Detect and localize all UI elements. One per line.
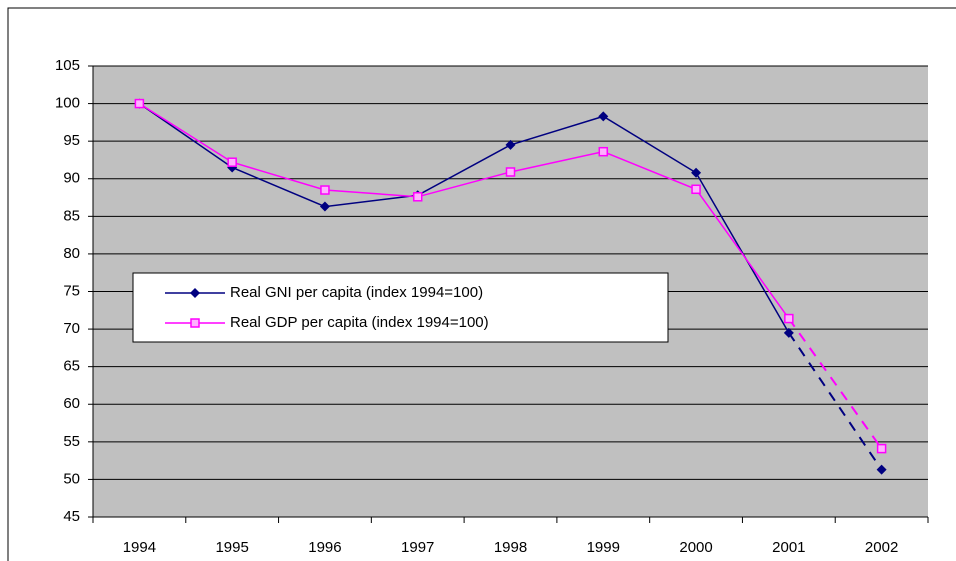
y-tick-label: 90 xyxy=(63,170,80,187)
marker xyxy=(320,185,330,195)
marker xyxy=(190,288,200,298)
series-line-dashed xyxy=(788,332,883,471)
x-tick-label: 1997 xyxy=(401,539,434,556)
x-tick-label: 1994 xyxy=(123,539,156,556)
legend-label: Real GNI per capita (index 1994=100) xyxy=(230,284,483,301)
series-line xyxy=(138,102,790,334)
legend-label: Real GDP per capita (index 1994=100) xyxy=(230,314,489,331)
marker xyxy=(598,111,609,122)
x-tick-label: 2000 xyxy=(679,539,712,556)
series-line xyxy=(138,102,790,319)
legend: Real GNI per capita (index 1994=100) Real… xyxy=(132,272,669,343)
x-tick-label: 1998 xyxy=(494,539,527,556)
y-tick-label: 85 xyxy=(63,207,80,224)
x-tick-label: 2001 xyxy=(772,539,805,556)
marker xyxy=(134,98,145,109)
y-tick-label: 80 xyxy=(63,245,80,262)
marker xyxy=(691,184,701,195)
marker xyxy=(784,313,794,324)
series-line-dashed xyxy=(788,317,883,450)
marker xyxy=(876,443,887,454)
x-tick-label: 2002 xyxy=(865,539,898,556)
x-tick-label: 1996 xyxy=(308,539,341,556)
legend-box xyxy=(132,272,669,343)
y-tick-label: 95 xyxy=(63,132,80,149)
marker xyxy=(505,139,516,150)
y-tick-label: 105 xyxy=(55,57,80,74)
marker xyxy=(598,146,609,157)
marker xyxy=(412,192,423,202)
marker xyxy=(783,327,794,338)
marker xyxy=(505,167,516,177)
y-tick-label: 65 xyxy=(63,358,80,375)
marker xyxy=(227,157,237,167)
marker xyxy=(876,464,887,475)
y-tick-label: 55 xyxy=(63,433,80,450)
x-tick-label: 1999 xyxy=(587,539,620,556)
marker xyxy=(691,167,702,178)
y-tick-label: 45 xyxy=(63,508,80,525)
y-tick-label: 100 xyxy=(55,95,80,112)
y-tick-label: 60 xyxy=(63,395,80,412)
y-tick-label: 75 xyxy=(63,282,80,299)
y-tick-label: 70 xyxy=(63,320,80,337)
marker xyxy=(190,318,200,328)
marker xyxy=(319,201,330,212)
x-tick-label: 1995 xyxy=(215,539,248,556)
y-tick-label: 50 xyxy=(63,470,80,487)
